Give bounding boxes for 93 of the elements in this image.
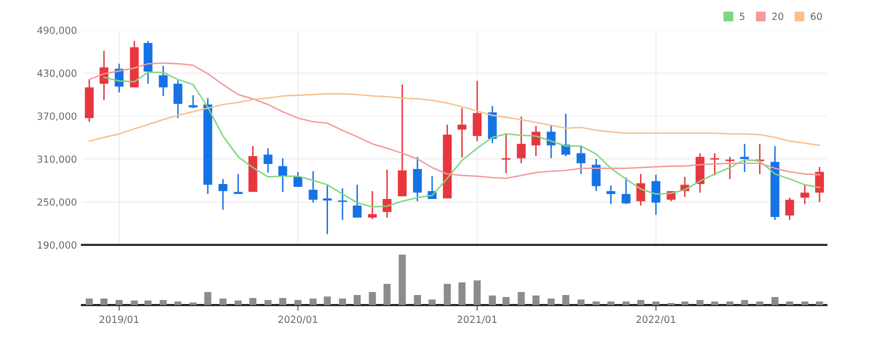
bar xyxy=(518,292,525,306)
candlestick xyxy=(710,152,720,176)
bar xyxy=(771,296,778,306)
x-tick-label: 2020/01 xyxy=(278,316,318,324)
bar xyxy=(801,302,808,306)
bar xyxy=(637,300,644,306)
bar xyxy=(354,294,361,306)
bar xyxy=(607,302,614,306)
candlestick xyxy=(502,132,510,174)
bar xyxy=(338,298,346,306)
line-series xyxy=(88,93,820,146)
candlestick xyxy=(740,143,749,173)
y-tick-label: 430,000 xyxy=(37,70,76,78)
candlestick xyxy=(458,107,466,158)
bar xyxy=(190,302,197,306)
bar xyxy=(756,302,764,306)
bar xyxy=(577,300,585,306)
candlestick xyxy=(725,156,734,180)
candlestick xyxy=(592,158,601,192)
candlestick xyxy=(278,158,288,193)
bar xyxy=(398,254,406,306)
bar xyxy=(368,292,376,306)
bar xyxy=(219,298,227,306)
bar xyxy=(100,298,108,306)
bar xyxy=(204,292,212,306)
bar xyxy=(414,294,421,306)
candlestick xyxy=(546,125,556,159)
candlestick xyxy=(382,169,392,218)
candlestick xyxy=(218,178,228,210)
y-tick-label: 190,000 xyxy=(38,241,76,250)
bar xyxy=(234,300,242,306)
y-tick-label: 490,000 xyxy=(37,26,76,35)
x-tick-label: 2022/01 xyxy=(636,316,676,324)
bar xyxy=(384,284,391,306)
y-tick-label: 370,000 xyxy=(38,112,76,121)
candlestick xyxy=(785,196,794,221)
legend-label: 60 xyxy=(810,12,822,20)
bar xyxy=(562,294,570,306)
bar xyxy=(310,298,317,306)
bar xyxy=(622,302,630,306)
legend-label: 20 xyxy=(772,12,784,20)
bar xyxy=(502,296,510,306)
y-tick-label: 310,000 xyxy=(38,155,76,164)
candlestick xyxy=(606,184,616,205)
candlestick xyxy=(516,116,526,164)
candlestick xyxy=(352,184,362,218)
candlestick xyxy=(800,184,810,205)
bar xyxy=(444,284,451,306)
bar xyxy=(458,282,466,306)
bar xyxy=(249,298,256,306)
candlestick xyxy=(368,190,377,220)
candlestick xyxy=(294,171,302,188)
bar xyxy=(532,295,540,306)
bar xyxy=(160,300,167,306)
x-tick-label: 2019/01 xyxy=(100,316,138,324)
x-tick-label: 2021/01 xyxy=(458,316,496,324)
legend-label: 5 xyxy=(740,12,744,20)
candlestick xyxy=(413,156,422,202)
bar xyxy=(130,300,138,306)
bar xyxy=(116,300,123,306)
bar xyxy=(816,302,824,306)
bar xyxy=(428,300,436,306)
candlestick xyxy=(158,65,168,97)
candlestick xyxy=(472,80,482,142)
candlestick xyxy=(338,188,347,221)
candlestick xyxy=(188,94,198,109)
y-tick-label: 250,000 xyxy=(38,198,76,207)
bar xyxy=(696,300,704,306)
bar xyxy=(741,300,748,306)
bar xyxy=(294,300,302,306)
bar xyxy=(279,298,286,306)
bar xyxy=(592,302,600,306)
candlestick xyxy=(264,148,272,174)
bar xyxy=(144,300,152,306)
bar xyxy=(474,280,481,306)
bar xyxy=(711,302,718,306)
bar xyxy=(488,295,496,306)
bar xyxy=(264,300,272,306)
candlestick xyxy=(576,144,586,175)
candlestick xyxy=(622,176,630,205)
candlestick xyxy=(652,174,660,216)
bar xyxy=(681,302,688,306)
candlestick xyxy=(532,125,540,157)
candlestick xyxy=(308,170,318,204)
candlestick xyxy=(815,166,824,203)
bar xyxy=(548,298,555,306)
bar xyxy=(324,296,331,306)
bar xyxy=(652,302,660,306)
bar xyxy=(786,302,794,306)
candlestick xyxy=(174,80,182,119)
bar xyxy=(86,298,93,306)
bar xyxy=(726,302,734,306)
bar xyxy=(174,302,182,306)
